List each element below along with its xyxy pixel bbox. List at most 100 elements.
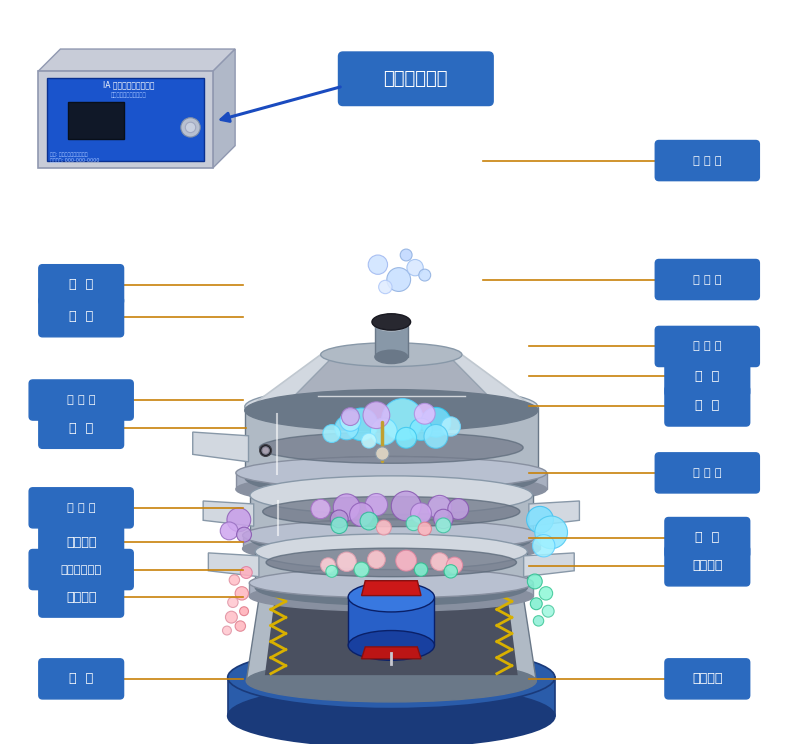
Circle shape: [362, 433, 376, 448]
Bar: [38, 72, 213, 168]
Circle shape: [235, 586, 249, 600]
Circle shape: [407, 259, 423, 276]
Polygon shape: [255, 552, 528, 587]
Circle shape: [410, 418, 432, 440]
Circle shape: [535, 516, 567, 549]
Ellipse shape: [250, 476, 532, 515]
Circle shape: [542, 605, 554, 617]
Circle shape: [229, 574, 239, 585]
Circle shape: [235, 621, 246, 631]
Ellipse shape: [245, 386, 538, 428]
Circle shape: [532, 535, 555, 557]
Circle shape: [311, 499, 330, 519]
FancyBboxPatch shape: [39, 408, 123, 448]
Polygon shape: [286, 358, 497, 405]
FancyBboxPatch shape: [29, 380, 134, 420]
Ellipse shape: [348, 630, 434, 660]
Circle shape: [337, 552, 356, 571]
FancyBboxPatch shape: [29, 488, 134, 528]
Circle shape: [237, 527, 251, 542]
Circle shape: [419, 269, 431, 281]
FancyBboxPatch shape: [39, 297, 123, 337]
Circle shape: [330, 510, 348, 528]
Ellipse shape: [261, 565, 521, 603]
Circle shape: [431, 553, 449, 571]
Circle shape: [411, 503, 431, 524]
Circle shape: [434, 510, 453, 529]
Circle shape: [418, 522, 431, 536]
Ellipse shape: [228, 685, 555, 745]
Text: 出 料 口: 出 料 口: [67, 395, 96, 405]
Polygon shape: [213, 49, 235, 168]
Polygon shape: [236, 473, 547, 489]
Circle shape: [186, 122, 196, 133]
Polygon shape: [203, 501, 254, 526]
Circle shape: [391, 491, 421, 521]
Circle shape: [387, 267, 411, 291]
Text: 束  环: 束 环: [695, 531, 720, 544]
Ellipse shape: [375, 350, 408, 364]
Circle shape: [239, 606, 249, 615]
Ellipse shape: [348, 582, 434, 612]
Circle shape: [530, 597, 542, 609]
FancyBboxPatch shape: [665, 518, 750, 558]
Circle shape: [540, 586, 553, 600]
Circle shape: [401, 249, 412, 261]
Text: 进 料 口: 进 料 口: [693, 156, 721, 165]
Circle shape: [350, 503, 374, 527]
Circle shape: [331, 517, 348, 533]
Text: 出 料 口: 出 料 口: [693, 468, 721, 478]
FancyBboxPatch shape: [39, 577, 123, 617]
Circle shape: [414, 403, 435, 424]
Circle shape: [325, 565, 338, 577]
Polygon shape: [228, 677, 555, 716]
Circle shape: [368, 255, 388, 274]
Text: 运输固定螺栓: 运输固定螺栓: [61, 565, 102, 574]
Ellipse shape: [236, 457, 547, 489]
Circle shape: [223, 626, 231, 635]
Circle shape: [262, 447, 269, 454]
Circle shape: [446, 557, 463, 574]
Circle shape: [427, 495, 452, 519]
FancyBboxPatch shape: [338, 52, 493, 106]
Ellipse shape: [255, 570, 528, 605]
Text: 防 尘 盖: 防 尘 盖: [693, 275, 721, 285]
Ellipse shape: [255, 534, 528, 570]
Circle shape: [225, 611, 237, 623]
Polygon shape: [245, 355, 538, 410]
Circle shape: [335, 416, 359, 440]
Bar: [47, 77, 204, 161]
FancyBboxPatch shape: [655, 326, 759, 367]
Ellipse shape: [246, 660, 536, 702]
Circle shape: [421, 408, 451, 437]
Polygon shape: [348, 597, 434, 645]
FancyBboxPatch shape: [665, 659, 750, 699]
Ellipse shape: [228, 646, 555, 708]
Polygon shape: [362, 647, 421, 659]
Circle shape: [341, 408, 359, 425]
Circle shape: [527, 507, 553, 533]
Polygon shape: [256, 410, 527, 474]
Text: 机  座: 机 座: [69, 673, 93, 685]
Ellipse shape: [250, 519, 532, 558]
Text: 中  框: 中 框: [695, 370, 720, 383]
Circle shape: [321, 558, 336, 573]
Circle shape: [333, 494, 360, 521]
Polygon shape: [38, 49, 235, 72]
Polygon shape: [246, 584, 536, 681]
Polygon shape: [265, 588, 517, 675]
Circle shape: [424, 425, 448, 448]
Circle shape: [444, 565, 457, 578]
Text: 联系电话: 000-000-0000: 联系电话: 000-000-0000: [50, 158, 100, 163]
Ellipse shape: [236, 473, 547, 506]
Circle shape: [396, 551, 416, 571]
Polygon shape: [362, 580, 421, 595]
Circle shape: [396, 428, 416, 448]
Text: 束  环: 束 环: [695, 399, 720, 413]
Polygon shape: [250, 495, 532, 539]
Ellipse shape: [263, 496, 520, 527]
Text: 上部重锤: 上部重锤: [66, 536, 96, 548]
FancyBboxPatch shape: [665, 386, 750, 426]
Polygon shape: [529, 501, 579, 526]
Polygon shape: [524, 553, 574, 577]
